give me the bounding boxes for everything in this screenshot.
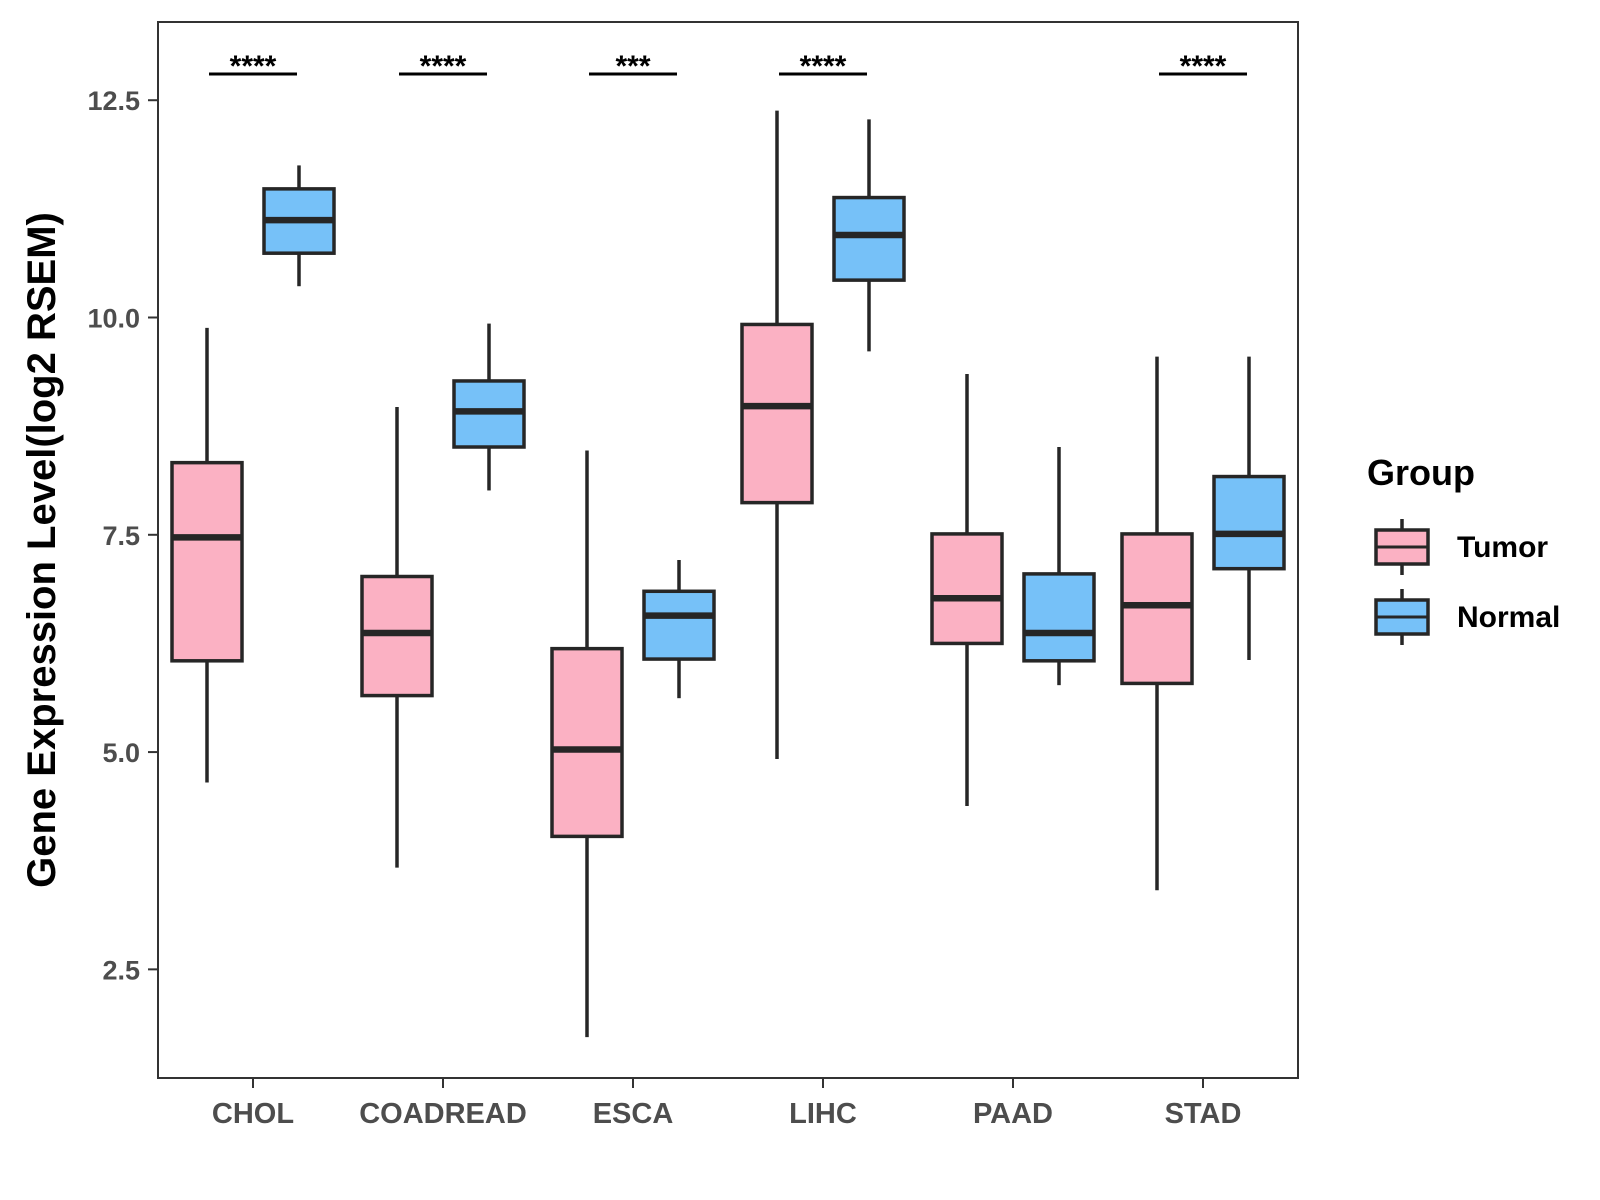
legend-label-tumor: Tumor [1457,531,1548,564]
y-tick-label: 2.5 [102,955,140,985]
significance-label: *** [615,50,650,83]
legend-key-tumor [1374,519,1430,575]
box-tumor-lihc [740,110,814,760]
legend-keys [1374,519,1430,645]
significance-label: **** [1180,50,1227,83]
box-normal-lihc [832,119,906,352]
y-axis: 2.5 5.0 7.5 10.0 12.5 [87,86,158,985]
box-body [170,460,244,663]
significance-label: **** [420,50,467,83]
significance-label: **** [230,50,277,83]
box-body [550,646,624,839]
x-axis: CHOL COADREAD ESCA LIHC PAAD STAD [212,1078,1241,1130]
box-normal-esca [642,559,716,699]
legend-key-normal [1374,589,1430,645]
legend: Group Tumor Normal [1367,452,1560,645]
box-body [1212,474,1286,571]
y-tick-label: 7.5 [102,521,140,551]
box-tumor-chol [170,327,244,783]
box-body [832,195,906,282]
box-body [1120,532,1194,686]
significance-label: **** [800,50,847,83]
significance-annotations: **** **** *** **** **** [209,50,1247,83]
y-tick-label: 5.0 [102,738,140,768]
y-tick-label: 12.5 [87,86,140,116]
box-series [170,110,1286,1038]
box-normal-stad [1212,356,1286,660]
box-normal-paad [1022,447,1096,686]
box-tumor-stad [1120,356,1194,891]
box-tumor-paad [930,374,1004,806]
box-body [930,532,1004,646]
plot-panel [157,21,1299,1079]
box-normal-chol [262,165,336,287]
legend-label-normal: Normal [1457,601,1560,634]
x-tick-label: LIHC [789,1098,857,1130]
legend-title: Group [1367,452,1475,493]
box-tumor-coadread [360,407,434,868]
box-body [1022,572,1096,663]
x-tick-label: COADREAD [359,1098,527,1130]
box-body [740,322,814,505]
y-tick-label: 10.0 [87,304,140,334]
x-tick-label: CHOL [212,1098,294,1130]
box-body [642,589,716,661]
x-tick-label: STAD [1165,1098,1242,1130]
x-tick-label: PAAD [973,1098,1053,1130]
box-normal-coadread [452,323,526,491]
box-tumor-esca [550,450,624,1038]
x-tick-label: ESCA [593,1098,674,1130]
y-axis-title: Gene Expression Level(log2 RSEM) [20,212,64,888]
